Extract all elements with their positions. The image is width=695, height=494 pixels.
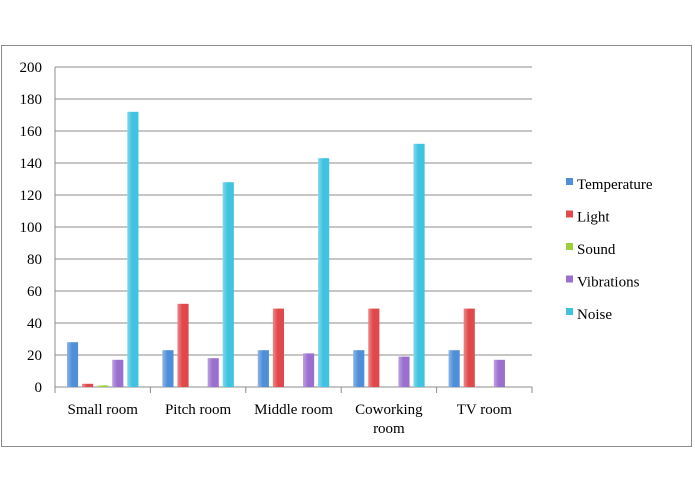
category-label: Coworking <box>355 402 423 418</box>
y-tick-label: 140 <box>20 156 43 172</box>
legend-label: Vibrations <box>577 275 640 291</box>
bar <box>257 350 269 387</box>
category-label: Small room <box>67 402 138 418</box>
legend-label: Noise <box>577 307 612 323</box>
y-tick-label: 200 <box>20 60 43 76</box>
legend-label: Sound <box>577 242 616 258</box>
y-tick-label: 180 <box>20 92 43 108</box>
bar <box>127 111 139 388</box>
y-tick-label: 40 <box>27 316 42 332</box>
bar <box>303 353 315 387</box>
bar <box>207 358 219 387</box>
y-tick-label: 100 <box>20 220 43 236</box>
bar <box>318 158 330 387</box>
category-label: Pitch room <box>165 402 232 418</box>
bar <box>463 308 475 387</box>
bar <box>66 342 79 387</box>
y-tick-label: 20 <box>27 348 42 364</box>
bar <box>177 303 189 387</box>
bar <box>353 350 365 387</box>
bar <box>162 350 174 387</box>
legend-swatch <box>566 178 573 185</box>
bar <box>368 308 380 387</box>
legend-label: Light <box>577 210 610 226</box>
legend-swatch <box>566 243 573 250</box>
category-label: room <box>373 421 405 437</box>
bar <box>272 308 284 387</box>
bar <box>398 356 410 387</box>
bar <box>82 383 94 387</box>
y-tick-label: 160 <box>20 124 43 140</box>
bar <box>222 182 234 387</box>
legend-label: Temperature <box>577 177 653 193</box>
bar <box>493 359 505 387</box>
bar <box>413 143 425 387</box>
legend-swatch <box>566 308 573 315</box>
y-tick-label: 60 <box>27 284 42 300</box>
legend-swatch <box>566 210 573 218</box>
y-tick-label: 80 <box>27 252 42 268</box>
legend-swatch <box>566 275 573 283</box>
y-tick-label: 0 <box>35 380 43 396</box>
category-label: TV room <box>457 402 512 418</box>
bar <box>112 359 124 387</box>
y-tick-label: 120 <box>20 188 43 204</box>
bar <box>448 350 460 387</box>
category-label: Middle room <box>254 402 333 418</box>
bar <box>97 385 109 387</box>
